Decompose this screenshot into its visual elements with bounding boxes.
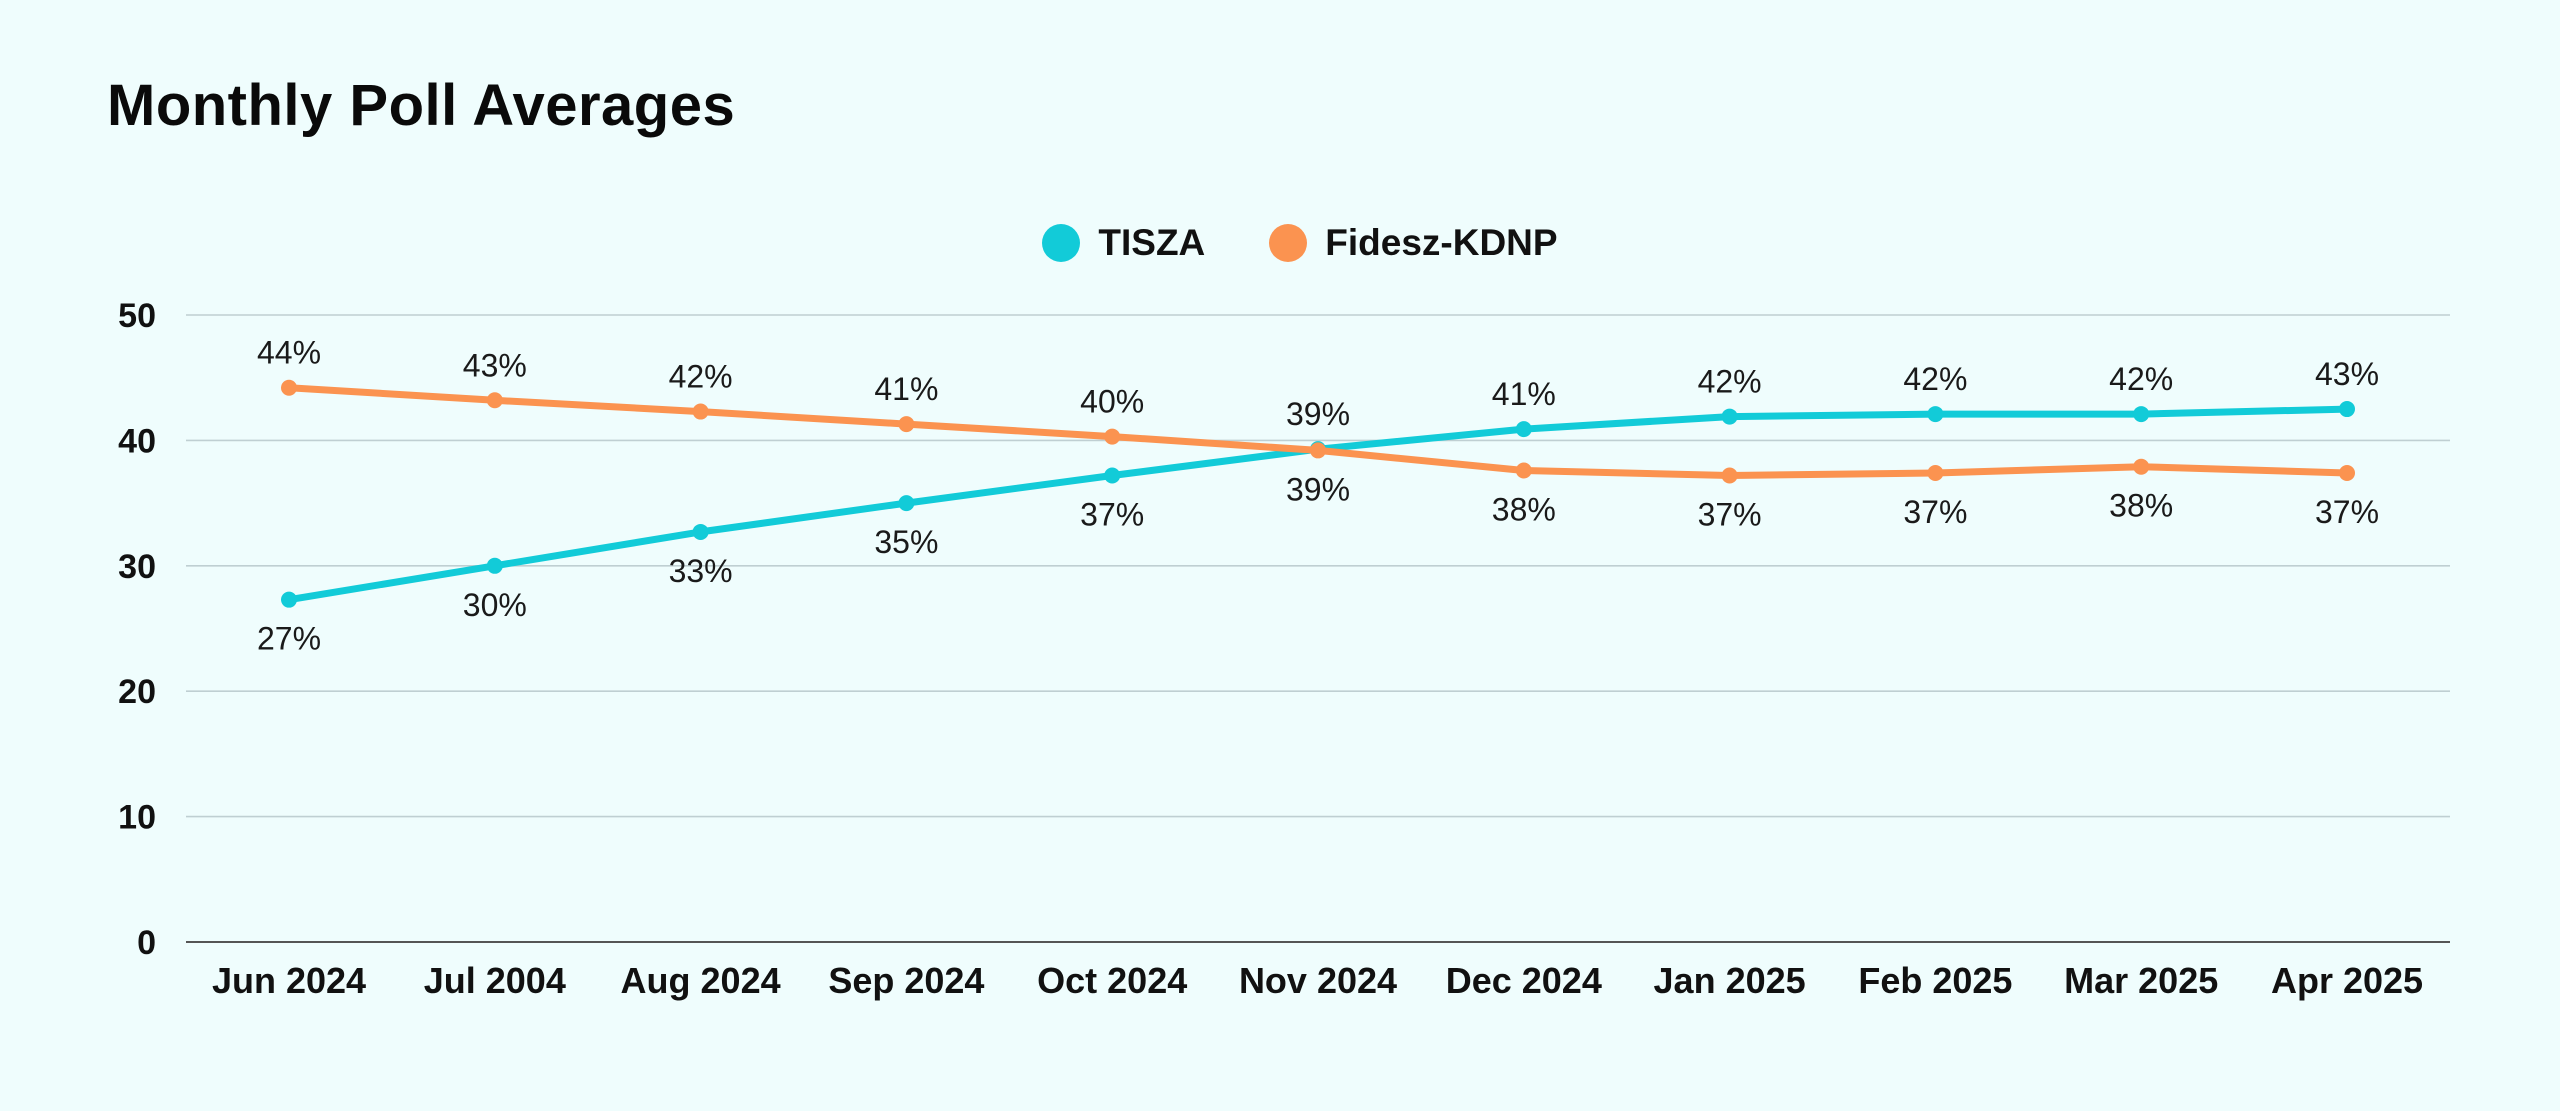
data-label: 42% — [1698, 364, 1762, 400]
legend-label-fidesz-kdnp: Fidesz-KDNP — [1325, 222, 1558, 263]
y-tick-label: 0 — [137, 924, 156, 962]
data-point[interactable] — [281, 379, 297, 396]
data-point[interactable] — [2339, 401, 2355, 418]
data-point[interactable] — [2133, 406, 2150, 423]
data-label: 39% — [1286, 471, 1350, 507]
data-point[interactable] — [2339, 465, 2355, 482]
data-point[interactable] — [1515, 421, 1532, 438]
data-label: 37% — [2315, 494, 2379, 530]
data-point[interactable] — [1721, 467, 1738, 484]
x-tick-label: Feb 2025 — [1858, 960, 2012, 1001]
data-point[interactable] — [1927, 465, 1944, 482]
x-tick-label: Sep 2024 — [828, 960, 984, 1001]
x-tick-label: Apr 2025 — [2271, 960, 2423, 1001]
data-label: 39% — [1286, 396, 1350, 432]
data-label: 43% — [463, 347, 527, 383]
data-label: 43% — [2315, 356, 2379, 392]
legend: TISZA Fidesz-KDNP — [0, 222, 2560, 264]
legend-label-tisza: TISZA — [1098, 222, 1206, 263]
data-label: 42% — [2109, 361, 2173, 397]
data-point[interactable] — [1104, 428, 1121, 445]
data-labels: 27% 30% 33% 35% 37% 39% 41% 42% 42% 42% 43% 44% 43% 4… — [257, 335, 2379, 657]
data-point[interactable] — [2133, 458, 2150, 475]
y-tick-label: 10 — [118, 799, 156, 837]
data-label: 44% — [257, 335, 321, 371]
data-point[interactable] — [486, 392, 503, 409]
x-tick-label: Aug 2024 — [621, 960, 781, 1001]
data-point[interactable] — [1721, 408, 1738, 425]
data-point[interactable] — [1927, 406, 1944, 423]
data-label: 42% — [669, 359, 733, 395]
legend-item-tisza[interactable]: TISZA — [1042, 222, 1205, 264]
y-tick-label: 30 — [118, 548, 156, 586]
axes: 0 10 20 30 40 50 Jun 2024 Jul 2004 Aug 2024 Sep 2… — [118, 297, 2423, 1001]
data-label: 38% — [1492, 491, 1556, 527]
data-point[interactable] — [692, 523, 709, 540]
chart-title: Monthly Poll Averages — [107, 73, 736, 138]
y-tick-label: 50 — [118, 297, 156, 335]
series — [281, 379, 2355, 608]
data-label: 41% — [1492, 376, 1556, 412]
data-label: 37% — [1698, 497, 1762, 533]
x-tick-label: Dec 2024 — [1446, 960, 1602, 1001]
data-point[interactable] — [692, 403, 709, 420]
data-label: 37% — [1080, 497, 1144, 533]
x-tick-label: Mar 2025 — [2064, 960, 2218, 1001]
x-tick-label: Jan 2025 — [1654, 960, 1806, 1001]
x-tick-label: Nov 2024 — [1239, 960, 1397, 1001]
data-point[interactable] — [1515, 462, 1532, 479]
x-tick-label: Jul 2004 — [424, 960, 566, 1001]
data-point[interactable] — [1104, 467, 1121, 484]
legend-item-fidesz-kdnp[interactable]: Fidesz-KDNP — [1269, 222, 1558, 264]
data-label: 35% — [874, 524, 938, 560]
x-tick-label: Oct 2024 — [1037, 960, 1187, 1001]
data-label: 41% — [874, 371, 938, 407]
data-point[interactable] — [898, 416, 915, 433]
data-point[interactable] — [281, 591, 297, 608]
data-label: 38% — [2109, 488, 2173, 524]
grid-lines — [186, 314, 2450, 943]
x-tick-label: Jun 2024 — [212, 960, 366, 1001]
data-point[interactable] — [898, 495, 915, 512]
data-label: 37% — [1903, 494, 1967, 530]
legend-swatch-tisza — [1042, 224, 1081, 262]
data-label: 30% — [463, 587, 527, 623]
data-point[interactable] — [486, 557, 503, 574]
y-tick-label: 20 — [118, 673, 156, 711]
y-tick-label: 40 — [118, 422, 156, 460]
data-label: 33% — [669, 553, 733, 589]
data-label: 42% — [1903, 361, 1967, 397]
data-point[interactable] — [1310, 442, 1326, 459]
data-label: 40% — [1080, 384, 1144, 420]
data-label: 27% — [257, 621, 321, 657]
legend-swatch-fidesz-kdnp — [1269, 224, 1308, 262]
